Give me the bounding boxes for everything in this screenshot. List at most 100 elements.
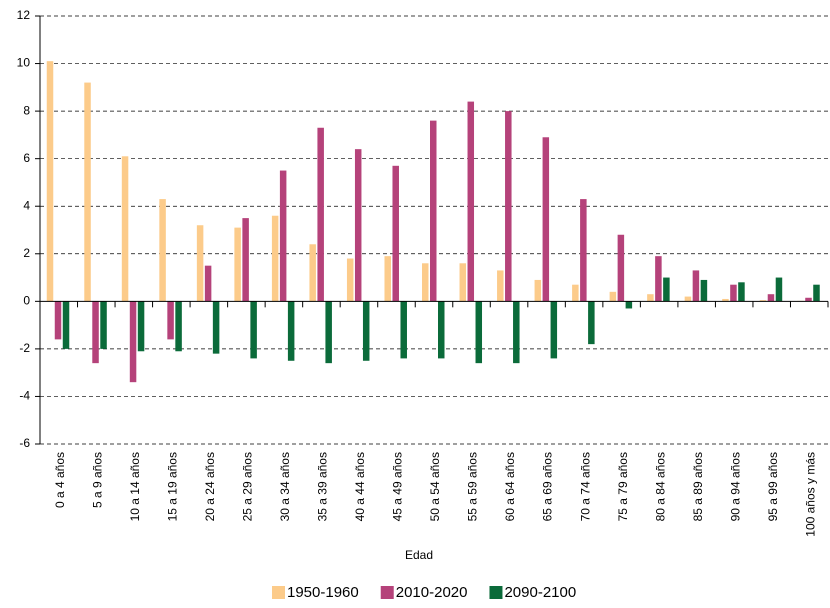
- bar: [617, 234, 625, 302]
- x-tick-label: 30 a 34 años: [278, 452, 292, 521]
- y-tick-label: 10: [17, 56, 31, 70]
- x-tick-label: 20 a 24 años: [203, 452, 217, 521]
- x-tick-label: 85 a 89 años: [691, 452, 705, 521]
- x-tick-label: 95 a 99 años: [766, 452, 780, 521]
- y-tick-label: 4: [23, 198, 30, 212]
- x-tick-label: 75 a 79 años: [616, 452, 630, 521]
- x-tick-label: 65 a 69 años: [541, 452, 555, 521]
- legend-swatch: [380, 586, 394, 599]
- bar: [84, 82, 91, 302]
- x-tick-label: 15 a 19 años: [166, 452, 180, 521]
- bar: [354, 149, 362, 302]
- bar: [805, 297, 812, 302]
- bar: [250, 301, 257, 359]
- bar: [767, 294, 775, 302]
- bar: [287, 301, 295, 361]
- bar: [196, 225, 204, 302]
- bar: [167, 301, 174, 340]
- bar: [175, 301, 182, 352]
- bar: [212, 301, 220, 354]
- bar: [422, 263, 429, 302]
- bar: [271, 215, 279, 302]
- bar: [137, 301, 145, 352]
- bar: [384, 256, 391, 302]
- bar: [663, 277, 670, 302]
- bar: [738, 282, 745, 302]
- bar: [692, 270, 700, 302]
- bar: [234, 227, 241, 302]
- bar: [722, 298, 729, 302]
- bar: [813, 284, 820, 302]
- bar: [647, 294, 654, 302]
- bar: [392, 165, 399, 302]
- x-tick-label: 10 a 14 años: [128, 452, 142, 521]
- bar: [700, 279, 708, 302]
- x-tick-label: 50 a 54 años: [428, 452, 442, 521]
- bar: [100, 301, 107, 349]
- x-tick-label: 80 a 84 años: [653, 452, 667, 521]
- x-axis-label: Edad: [405, 548, 433, 562]
- legend-swatch: [489, 586, 503, 599]
- y-tick-label: -2: [19, 341, 30, 355]
- bar: [775, 277, 783, 302]
- bar: [430, 120, 437, 302]
- bar: [609, 291, 617, 302]
- bar: [309, 244, 316, 302]
- bar: [497, 270, 504, 302]
- bar: [62, 301, 70, 349]
- bar: [204, 265, 212, 302]
- y-tick-label: 8: [23, 103, 30, 117]
- x-tick-label: 55 a 59 años: [466, 452, 480, 521]
- legend-label: 2010-2020: [396, 584, 468, 601]
- bar: [438, 301, 445, 359]
- bar: [54, 301, 62, 340]
- x-tick-label: 100 años y más: [803, 452, 817, 537]
- bar: [572, 284, 579, 302]
- bar: [730, 284, 737, 302]
- y-tick-label: 2: [23, 246, 30, 260]
- bar: [279, 170, 287, 302]
- bar: [129, 301, 137, 383]
- bar: [459, 263, 467, 302]
- y-tick-label: 6: [23, 151, 30, 165]
- bar: [242, 218, 249, 302]
- x-tick-label: 40 a 44 años: [353, 452, 367, 521]
- bar: [580, 199, 587, 302]
- bar: [542, 137, 550, 302]
- bar: [467, 101, 475, 302]
- bar: [588, 301, 595, 345]
- bar: [684, 296, 692, 302]
- x-tick-label: 90 a 94 años: [728, 452, 742, 521]
- bar: [121, 156, 129, 302]
- bar: [534, 279, 542, 302]
- bar: [759, 300, 767, 302]
- bar: [475, 301, 483, 364]
- bar: [513, 301, 520, 364]
- legend-swatch: [272, 586, 285, 599]
- bar: [400, 301, 407, 359]
- bar: [92, 301, 99, 364]
- x-tick-label: 60 a 64 años: [503, 452, 517, 521]
- bar: [625, 301, 633, 309]
- bar: [655, 256, 662, 302]
- y-tick-label: 12: [17, 8, 31, 22]
- x-tick-label: 35 a 39 años: [316, 452, 330, 521]
- bar: [346, 258, 354, 302]
- y-tick-label: -4: [19, 389, 30, 403]
- y-tick-label: -6: [19, 436, 30, 450]
- bar: [550, 301, 558, 359]
- legend-label: 2090-2100: [504, 584, 576, 601]
- y-tick-label: 0: [23, 294, 30, 308]
- x-tick-label: 25 a 29 años: [241, 452, 255, 521]
- bar: [46, 61, 54, 302]
- x-tick-label: 45 a 49 años: [391, 452, 405, 521]
- x-tick-label: 0 a 4 años: [53, 452, 67, 508]
- bar: [159, 199, 166, 302]
- bar: [325, 301, 332, 364]
- bar: [317, 127, 324, 302]
- bar: [505, 111, 512, 302]
- bar: [362, 301, 370, 361]
- legend-label: 1950-1960: [287, 584, 359, 601]
- x-tick-label: 5 a 9 años: [90, 452, 104, 508]
